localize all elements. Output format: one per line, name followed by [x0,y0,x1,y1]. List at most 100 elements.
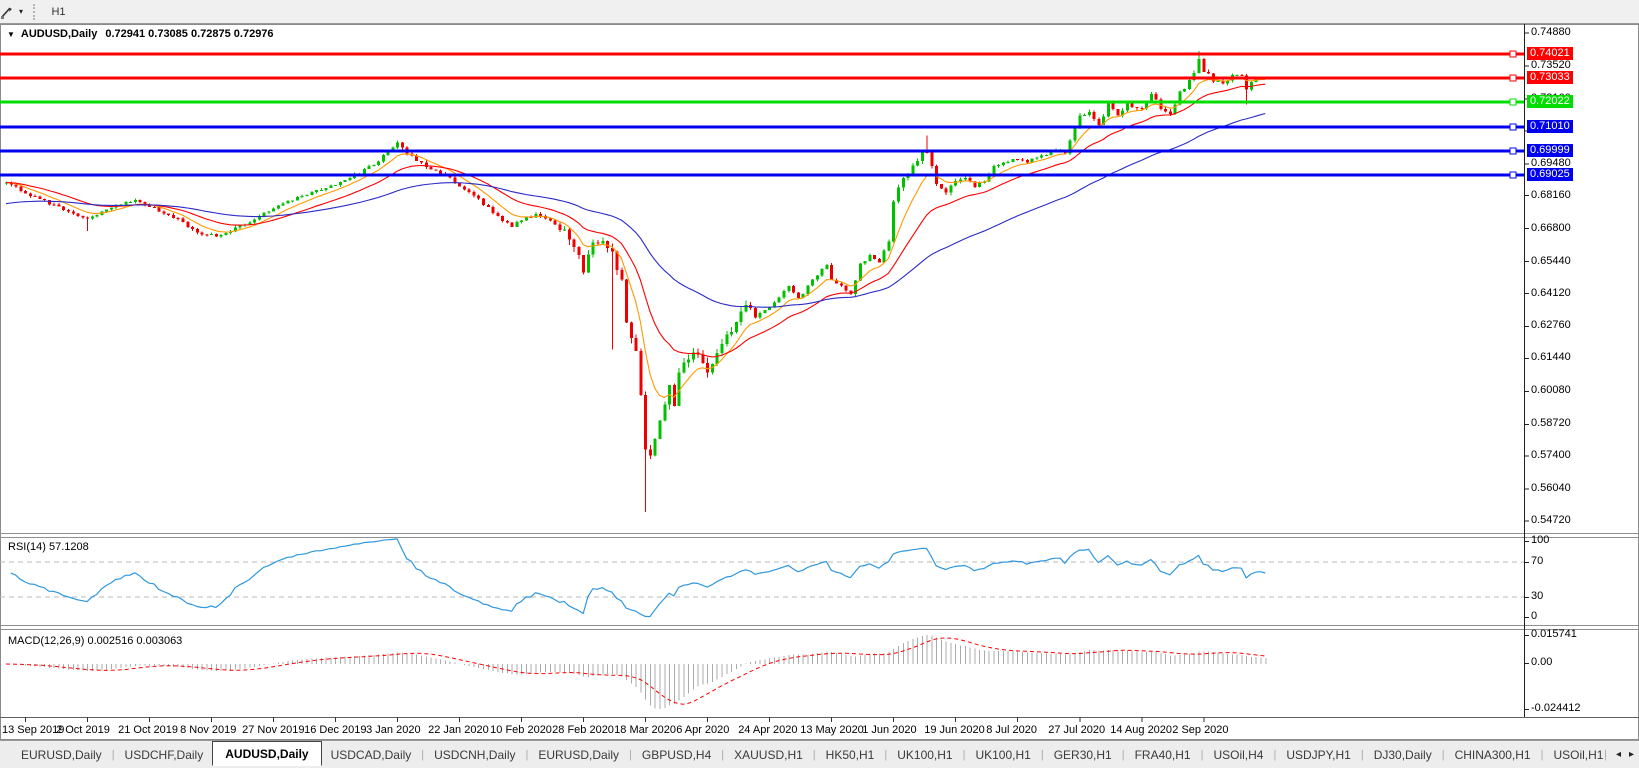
tab-usdcnh-daily[interactable]: USDCNH,Daily [434,747,516,762]
tab-gbpusd-h4[interactable]: GBPUSD,H4 [641,747,712,762]
date-label: 8 Nov 2019 [180,724,237,736]
tab-dj30-daily[interactable]: DJ30,Daily [1373,747,1432,762]
timeframe-button-h1[interactable]: H1 [51,5,66,18]
price-tick-label: 0.57400 [1531,449,1571,462]
price-tick-label: 0.56040 [1531,482,1571,495]
tab-usoil-h4[interactable]: USOil,H4 [1213,747,1264,762]
date-label: 10 Feb 2020 [490,724,552,736]
price-tick-label: 0.64120 [1531,286,1571,299]
tab-separator: | [1121,748,1125,761]
hline-price-label: 0.69999 [1527,144,1573,158]
date-label: 14 Aug 2020 [1110,724,1173,736]
tab-eurusd-daily[interactable]: EURUSD,Daily [21,747,102,762]
macd-name: MACD(12,26,9) [8,635,85,647]
date-label: 18 Mar 2020 [614,724,676,736]
price-tick-label: 0.74880 [1531,26,1571,39]
tab-separator: | [721,748,725,761]
macd-tick-label: 0.015741 [1531,628,1577,640]
rsi-tick-label: 100 [1531,534,1550,546]
date-label: 13 Sep 2019 [2,724,65,736]
toolbar: ▾ M1M5M15M30H1H4D1W1MN [0,0,1639,98]
tab-china300-h1[interactable]: CHINA300,H1 [1454,747,1531,762]
price-tick-label: 0.60080 [1531,384,1571,397]
price-tick-label: 0.62760 [1531,319,1571,332]
date-label: 2 Sep 2020 [1172,724,1229,736]
tab-uk100-h1[interactable]: UK100,H1 [975,747,1031,762]
tab-xauusd-h1[interactable]: XAUUSD,H1 [734,747,803,762]
price-tick-label: 0.69480 [1531,156,1571,169]
tab-usdjpy-h1[interactable]: USDJPY,H1 [1286,747,1351,762]
tab-separator: | [1441,748,1445,761]
tab-separator: | [962,748,966,761]
hline-price-label: 0.71010 [1527,119,1573,133]
symbol-dropdown-icon[interactable]: ▼ [7,29,15,39]
tab-usdcad-daily[interactable]: USDCAD,Daily [330,747,412,762]
tab-usdchf-daily[interactable]: USDCHF,Daily [124,747,204,762]
tab-hk50-h1[interactable]: HK50,H1 [825,747,875,762]
rsi-tick-label: 30 [1531,590,1544,602]
hline-price-label: 0.73033 [1527,70,1573,84]
chart-title-symbol: AUDUSD,Daily [20,28,98,40]
price-tick-label: 0.61440 [1531,351,1571,364]
date-label: 16 Dec 2019 [304,724,367,736]
date-label: 2 Oct 2019 [56,724,110,736]
macd-signal-line [5,637,1266,705]
ma-fast-line [5,77,1266,398]
tab-separator: | [525,748,529,761]
rsi-indicator-label: RSI(14) 57.1208 [8,541,89,553]
date-axis[interactable]: 13 Sep 2019 2 Oct 2019 21 Oct 2019 8 Nov 20… [0,717,1524,740]
price-tick-label: 0.54720 [1531,514,1571,527]
tab-ger30-h1[interactable]: GER30,H1 [1053,747,1112,762]
ma-slow-line [5,112,1266,308]
date-label: 22 Jan 2020 [428,724,489,736]
tab-separator: | [1540,748,1544,761]
tab-scroll-right-icon[interactable]: ▸ [1628,749,1634,760]
tab-audusd-daily[interactable]: AUDUSD,Daily [212,741,322,766]
price-tick-label: 0.68160 [1531,188,1571,201]
tab-uk100-h1[interactable]: UK100,H1 [897,747,953,762]
rsi-tick-label: 70 [1531,555,1544,567]
tab-separator: | [1604,748,1607,761]
date-label: 21 Oct 2019 [118,724,179,736]
tab-usoil-h1[interactable]: USOil,H1 [1553,747,1604,762]
tab-eurusd-daily[interactable]: EURUSD,Daily [538,747,620,762]
tab-separator: | [629,748,632,761]
macd-tick-label: -0.024412 [1531,702,1581,714]
candles-layer [5,50,1268,512]
chart-ohlc-values: 0.72941 0.73085 0.72875 0.72976 [105,28,274,40]
hline-price-label: 0.69025 [1527,167,1573,181]
hline-price-label: 0.74021 [1527,46,1573,60]
tabs-container: EURUSD,Daily | USDCHF,Daily AUDUSD,Daily USD… [12,741,1612,767]
rsi-line [10,538,1266,618]
tool-dropdown-arrow-icon[interactable]: ▾ [19,7,24,16]
chart-title: ▼ AUDUSD,Daily 0.72941 0.73085 0.72875 0… [7,28,274,40]
rsi-value: 57.1208 [48,541,89,553]
price-axis[interactable]: 0.748800.735200.721600.708400.694800.681… [1525,24,1639,717]
macd-histogram [10,635,1267,709]
macd-tick-label: 0.00 [1531,656,1553,668]
date-label: 3 Jan 2020 [366,724,421,736]
toolbar-grip [33,3,36,20]
tab-separator: | [1273,748,1277,761]
tab-scroll-left-icon[interactable]: ◂ [1615,749,1621,760]
macd-indicator-label: MACD(12,26,9) 0.002516 0.003063 [8,635,182,647]
date-label: 6 Apr 2020 [676,724,730,736]
date-label: 27 Nov 2019 [242,724,305,736]
rsi-tick-label: 0 [1531,610,1538,622]
rsi-name: RSI(14) [8,541,46,553]
chart-window: ▼ AUDUSD,Daily 0.72941 0.73085 0.72875 0… [0,24,1639,740]
price-tick-label: 0.73520 [1531,58,1571,71]
tab-separator: | [812,748,816,761]
tab-fra40-h1[interactable]: FRA40,H1 [1134,747,1191,762]
drawing-tool-icon[interactable] [0,2,17,22]
date-label: 27 Jul 2020 [1048,724,1106,736]
ma-medium-line [5,83,1266,358]
price-tick-label: 0.65440 [1531,254,1571,267]
tab-separator: | [421,748,425,761]
cursor-tool-glyph [1,6,12,19]
date-label: 28 Feb 2020 [552,724,614,736]
main-chart[interactable] [0,24,1639,740]
tab-separator: | [884,748,888,761]
price-tick-label: 0.58720 [1531,417,1571,430]
macd-values: 0.002516 0.003063 [87,635,183,647]
